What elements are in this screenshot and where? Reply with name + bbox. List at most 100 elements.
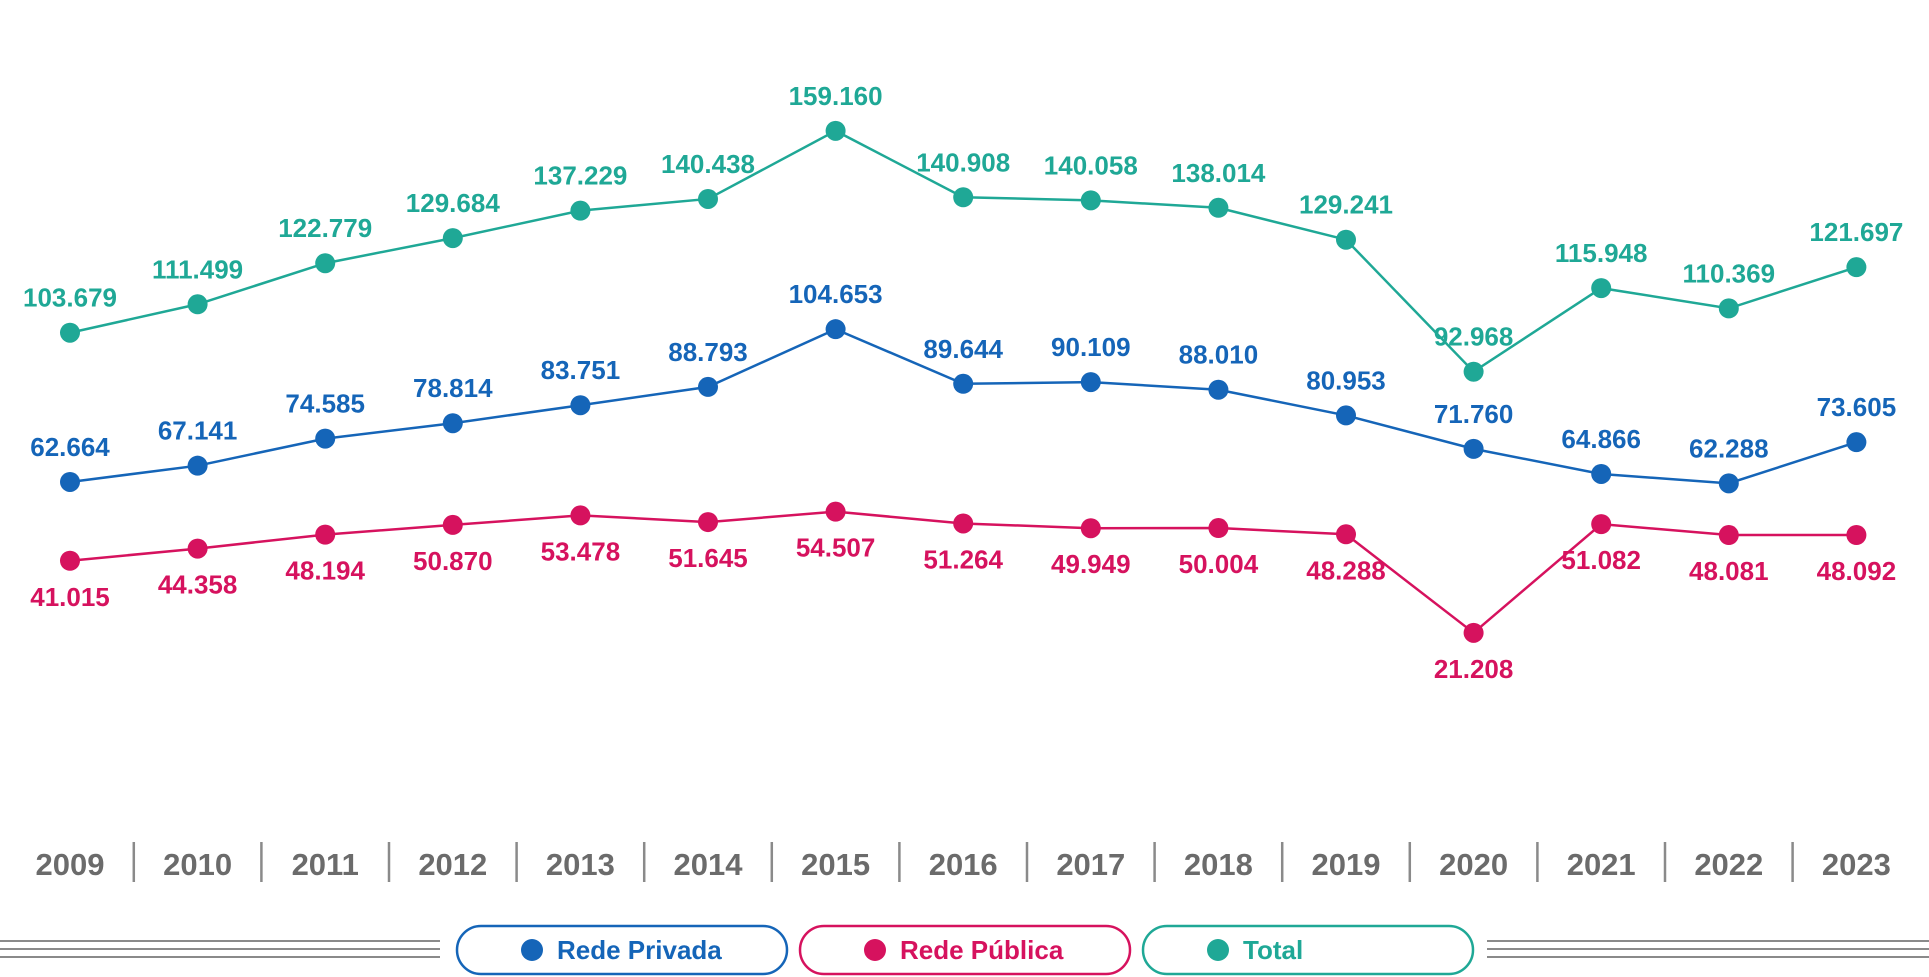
- x-tick-label-2010: 2010: [163, 847, 232, 882]
- data-label-total-2010: 111.499: [152, 254, 243, 284]
- point-publica-2010: [187, 538, 208, 559]
- data-label-publica-2021: 51.082: [1561, 545, 1641, 575]
- point-publica-2015: [825, 501, 846, 522]
- point-privada-2019: [1336, 405, 1356, 426]
- data-label-privada-2009: 62.664: [30, 432, 110, 462]
- legend-box: [798, 924, 1132, 976]
- data-label-privada-2014: 88.793: [668, 337, 748, 367]
- point-total-2018: [1208, 197, 1229, 218]
- legend-dot-icon: [864, 939, 886, 961]
- data-label-total-2016: 140.908: [916, 147, 1010, 177]
- x-tick-label-2016: 2016: [929, 847, 998, 882]
- point-publica-2023: [1846, 524, 1867, 545]
- point-total-2009: [60, 322, 80, 343]
- data-label-total-2019: 129.241: [1299, 190, 1393, 220]
- point-publica-2021: [1591, 514, 1612, 535]
- point-publica-2011: [315, 524, 336, 545]
- point-total-2016: [953, 187, 974, 208]
- point-total-2011: [315, 253, 336, 274]
- x-tick-label-2011: 2011: [292, 847, 359, 882]
- point-privada-2011: [315, 428, 336, 449]
- data-label-publica-2012: 50.870: [413, 546, 493, 576]
- legend-box: [1141, 924, 1475, 976]
- data-label-total-2009: 103.679: [23, 283, 117, 313]
- point-privada-2016: [953, 373, 974, 394]
- point-total-2010: [187, 294, 208, 315]
- data-label-publica-2009: 41.015: [30, 582, 110, 612]
- point-publica-2009: [60, 550, 80, 571]
- point-publica-2017: [1080, 518, 1101, 539]
- data-label-privada-2020: 71.760: [1434, 399, 1514, 429]
- point-privada-2023: [1846, 432, 1867, 453]
- legend: Rede Privada Rede Pública Total: [0, 924, 1929, 976]
- point-total-2019: [1336, 229, 1356, 250]
- data-label-total-2018: 138.014: [1171, 158, 1266, 188]
- data-label-total-2014: 140.438: [661, 149, 755, 179]
- point-privada-2013: [570, 395, 591, 416]
- data-label-privada-2015: 104.653: [789, 279, 883, 309]
- legend-dot-icon: [1207, 939, 1229, 961]
- point-publica-2019: [1336, 524, 1356, 545]
- data-label-privada-2023: 73.605: [1817, 392, 1897, 422]
- data-label-publica-2015: 54.507: [796, 533, 876, 563]
- point-total-2012: [442, 228, 463, 249]
- legend-item-2: Total: [1141, 924, 1475, 976]
- data-label-total-2021: 115.948: [1555, 238, 1648, 268]
- data-label-privada-2019: 80.953: [1306, 365, 1386, 395]
- x-tick-label-2020: 2020: [1439, 847, 1508, 882]
- point-publica-2013: [570, 505, 591, 526]
- x-tick-label-2012: 2012: [418, 847, 487, 882]
- point-publica-2020: [1463, 622, 1484, 643]
- legend-label: Rede Pública: [900, 935, 1064, 965]
- data-label-privada-2013: 83.751: [541, 355, 621, 385]
- data-labels: 62.664 67.141 74.585 78.814 83.751 88.793 104.…: [23, 81, 1903, 684]
- data-label-total-2022: 110.369: [1683, 258, 1776, 288]
- point-total-2013: [570, 200, 591, 221]
- data-label-publica-2020: 21.208: [1434, 654, 1514, 684]
- x-tick-label-2019: 2019: [1312, 847, 1381, 882]
- x-tick-label-2021: 2021: [1567, 847, 1636, 882]
- data-label-publica-2019: 48.288: [1306, 555, 1386, 585]
- data-label-privada-2022: 62.288: [1689, 433, 1769, 463]
- point-privada-2021: [1591, 463, 1612, 484]
- point-privada-2010: [187, 455, 208, 476]
- legend-item-1: Rede Pública: [798, 924, 1132, 976]
- point-total-2023: [1846, 257, 1867, 278]
- point-total-2021: [1591, 278, 1612, 299]
- point-privada-2015: [825, 319, 846, 340]
- data-label-privada-2017: 90.109: [1051, 332, 1131, 362]
- data-label-total-2013: 137.229: [533, 161, 627, 191]
- legend-box: [455, 924, 789, 976]
- data-label-total-2020: 92.968: [1434, 322, 1514, 352]
- point-privada-2014: [698, 376, 718, 397]
- x-tick-label-2017: 2017: [1056, 847, 1125, 882]
- data-label-privada-2010: 67.141: [158, 416, 238, 446]
- point-privada-2009: [60, 471, 80, 492]
- point-total-2014: [698, 188, 718, 209]
- point-total-2020: [1463, 361, 1484, 382]
- x-tick-label-2009: 2009: [36, 847, 105, 882]
- data-label-total-2011: 122.779: [278, 213, 372, 243]
- data-label-publica-2022: 48.081: [1689, 556, 1769, 586]
- data-label-privada-2011: 74.585: [285, 389, 365, 419]
- data-label-publica-2013: 53.478: [541, 536, 621, 566]
- x-tick-label-2015: 2015: [801, 847, 870, 882]
- point-privada-2022: [1718, 473, 1739, 494]
- point-publica-2014: [698, 512, 718, 533]
- point-publica-2016: [953, 513, 974, 534]
- point-privada-2012: [442, 413, 463, 434]
- point-total-2022: [1718, 298, 1739, 319]
- x-tick-label-2013: 2013: [546, 847, 615, 882]
- data-label-privada-2018: 88.010: [1179, 340, 1259, 370]
- point-publica-2022: [1718, 525, 1739, 546]
- data-label-privada-2021: 64.866: [1561, 424, 1641, 454]
- year-dividers: [132, 842, 1794, 882]
- legend-left-rule: [0, 940, 440, 958]
- point-privada-2018: [1208, 379, 1229, 400]
- legend-dot-icon: [521, 939, 543, 961]
- legend-label: Total: [1243, 935, 1303, 965]
- point-privada-2020: [1463, 438, 1484, 459]
- data-label-privada-2012: 78.814: [413, 373, 493, 403]
- x-tick-label-2023: 2023: [1822, 847, 1891, 882]
